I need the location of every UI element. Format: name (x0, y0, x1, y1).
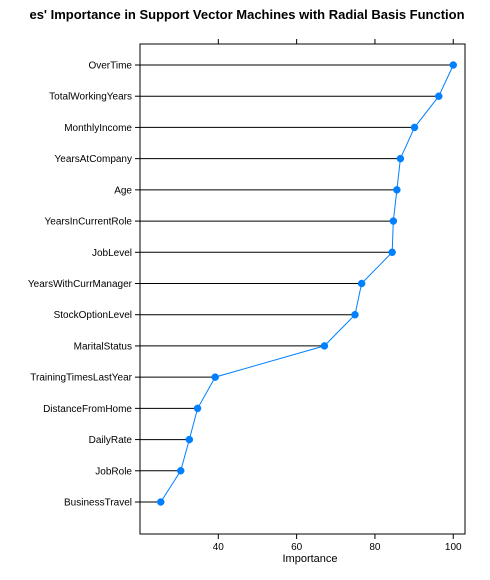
x-tick-label: 100 (445, 542, 462, 553)
category-label: YearsAtCompany (55, 154, 132, 165)
chart-marks (140, 61, 458, 506)
category-label: OverTime (88, 61, 132, 72)
category-label: JobRole (95, 466, 132, 477)
data-point (389, 217, 398, 225)
data-point (396, 154, 405, 163)
x-tick-label: 80 (369, 542, 381, 553)
data-point (393, 186, 401, 194)
category-label: DistanceFromHome (43, 404, 132, 415)
plot-frame (139, 43, 466, 535)
category-label: TrainingTimesLastYear (30, 373, 132, 384)
data-point (157, 498, 165, 506)
x-tick-label: 60 (291, 542, 303, 553)
x-tick-label: 40 (213, 542, 225, 553)
category-label: StockOptionLevel (54, 310, 132, 321)
data-point (388, 248, 396, 257)
data-point (193, 404, 202, 413)
data-point (320, 342, 329, 350)
category-label: BusinessTravel (64, 498, 132, 509)
category-label: YearsWithCurrManager (28, 279, 133, 290)
category-label: MonthlyIncome (64, 123, 132, 134)
category-label: DailyRate (89, 435, 133, 446)
data-point (357, 279, 366, 288)
data-point (185, 435, 194, 444)
category-label: Age (114, 185, 132, 196)
data-point (410, 123, 419, 132)
data-point (211, 373, 219, 381)
data-point (435, 92, 443, 100)
data-point (176, 467, 185, 475)
x-axis-ticks: 40 60 80 100 (213, 39, 462, 553)
x-axis-title: Importance (282, 553, 337, 565)
data-point (449, 61, 458, 69)
category-label: TotalWorkingYears (49, 92, 132, 103)
category-label: JobLevel (92, 248, 132, 259)
data-point (351, 310, 359, 319)
category-label: MaritalStatus (74, 341, 132, 352)
category-labels: OverTime TotalWorkingYears MonthlyIncome Ye… (28, 61, 140, 509)
category-label: YearsInCurrentRole (45, 217, 133, 228)
chart-title: es' Importance in Support Vector Machine… (29, 7, 464, 22)
